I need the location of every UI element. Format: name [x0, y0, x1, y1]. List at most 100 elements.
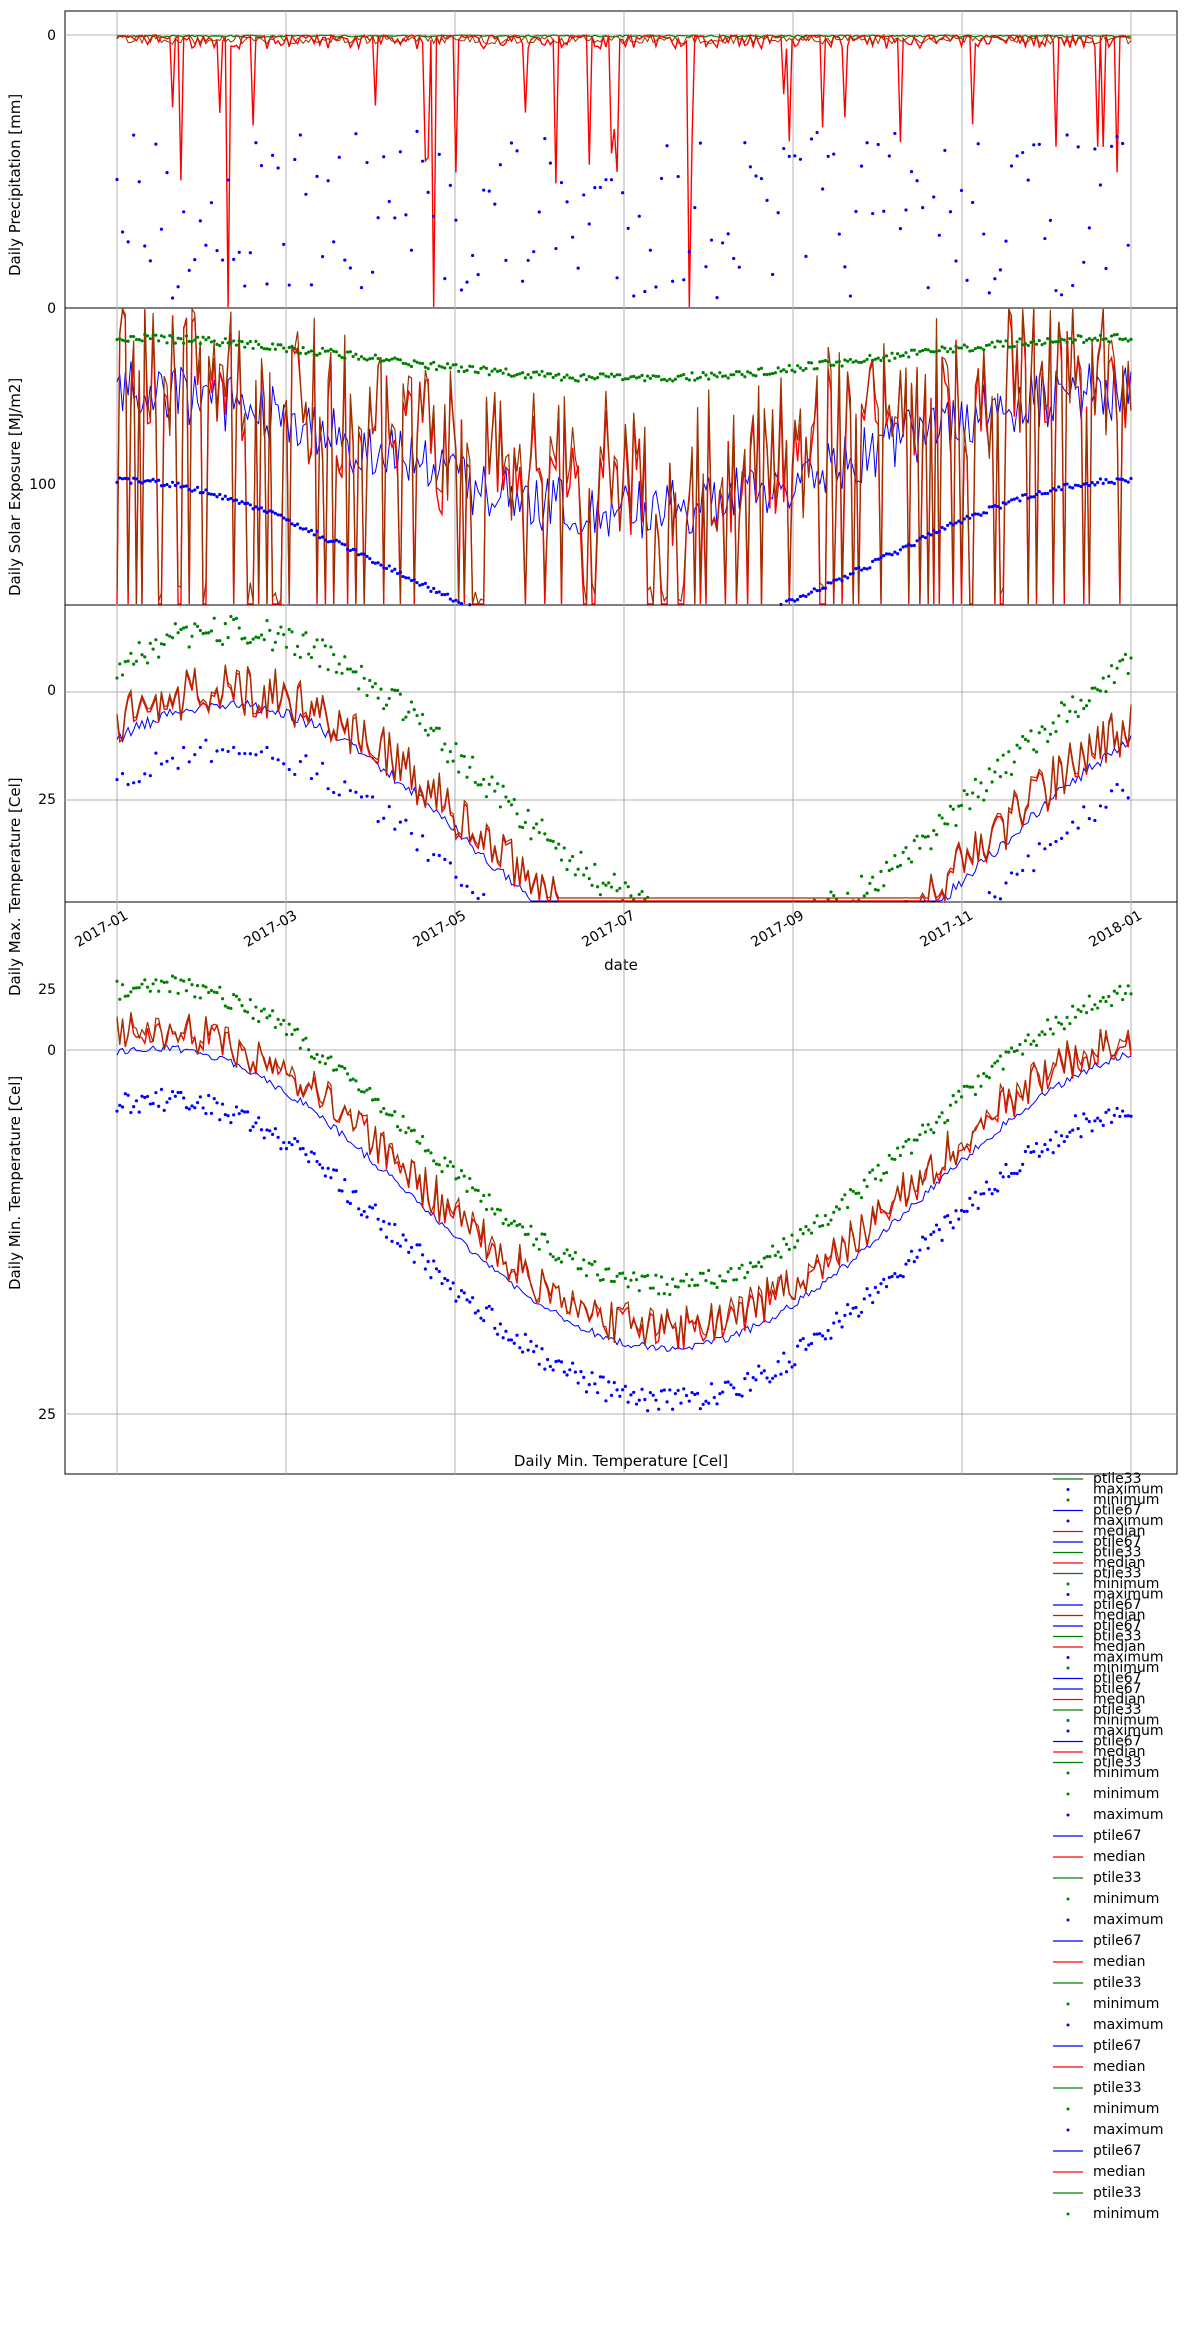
minimum-point — [843, 358, 847, 362]
maximum-point — [959, 188, 964, 193]
maximum-point — [884, 552, 889, 556]
minimum-point — [284, 1032, 289, 1037]
minimum-point — [362, 1090, 366, 1094]
minimum-point — [612, 1279, 616, 1284]
minimum-point — [740, 1263, 744, 1267]
minimum-point — [137, 641, 141, 645]
maximum-point — [876, 142, 880, 147]
maximum-point — [1037, 489, 1041, 494]
maximum-point — [687, 250, 691, 254]
minimum-point — [1079, 698, 1083, 702]
maximum-point — [257, 507, 261, 511]
minimum-point — [501, 371, 505, 375]
maximum-point — [604, 178, 608, 182]
minimum-point — [1007, 1050, 1011, 1054]
maximum-point — [921, 1235, 925, 1239]
maximum-point — [998, 897, 1003, 901]
minimum-point — [176, 991, 180, 996]
maximum-point — [971, 1203, 975, 1207]
maximum-point — [226, 178, 230, 182]
minimum-point — [518, 372, 522, 376]
minimum-point — [151, 982, 155, 986]
minimum-point — [573, 1250, 577, 1255]
maximum-point — [568, 1368, 572, 1372]
maximum-point — [301, 1146, 305, 1151]
minimum-point — [298, 1046, 302, 1050]
minimum-point — [354, 352, 358, 356]
maximum-point — [443, 277, 447, 281]
legend-marker-maximum — [1066, 1488, 1070, 1491]
maximum-point — [332, 790, 336, 795]
minimum-point — [1057, 1021, 1061, 1025]
minimum-point — [773, 1253, 778, 1258]
minimum-point — [873, 888, 878, 892]
minimum-point — [601, 1278, 605, 1282]
maximum-point — [893, 1271, 897, 1276]
minimum-point — [332, 349, 336, 353]
maximum-point — [1032, 143, 1036, 147]
minimum-point — [687, 378, 691, 382]
maximum-point — [996, 504, 1000, 509]
panel-4-gridlines — [116, 902, 1132, 1474]
maximum-point — [476, 273, 480, 277]
minimum-point — [862, 894, 866, 898]
minimum-point — [126, 659, 130, 663]
minimum-point — [679, 1279, 683, 1283]
maximum-point — [387, 199, 391, 204]
minimum-point — [132, 986, 136, 990]
maximum-point — [882, 554, 886, 558]
minimum-point — [293, 652, 297, 657]
maximum-point — [415, 129, 419, 133]
minimum-point — [179, 337, 183, 341]
maximum-point — [882, 1277, 886, 1281]
maximum-point — [596, 1391, 600, 1395]
legend-label-ptile67: ptile67 — [1093, 1734, 1142, 1750]
maximum-point — [387, 805, 391, 809]
minimum-point — [1129, 337, 1133, 341]
maximum-point — [326, 540, 330, 544]
maximum-point — [187, 488, 191, 492]
minimum-point — [429, 1151, 433, 1155]
panel-4-ylabel: Daily Min. Temperature [Cel] — [6, 1076, 24, 1290]
maximum-point — [1098, 477, 1103, 481]
maximum-point — [715, 296, 719, 300]
maximum-point — [254, 753, 258, 757]
minimum-point — [762, 372, 766, 377]
minimum-point — [348, 667, 352, 671]
minimum-point — [468, 1176, 472, 1181]
minimum-point — [287, 627, 291, 632]
minimum-point — [304, 631, 308, 635]
minimum-point — [768, 1255, 772, 1259]
minimum-point — [743, 375, 747, 379]
maximum-point — [115, 480, 119, 484]
minimum-point — [693, 378, 697, 382]
maximum-point — [1084, 1117, 1089, 1121]
minimum-point — [390, 687, 394, 692]
minimum-point — [173, 622, 177, 626]
minimum-point — [215, 639, 219, 643]
minimum-point — [398, 358, 402, 362]
maximum-point — [865, 567, 869, 571]
legend-marker-maximum — [1066, 1918, 1070, 1922]
maximum-point — [743, 1377, 747, 1381]
minimum-point — [676, 1285, 680, 1289]
maximum-point — [821, 586, 825, 590]
minimum-point — [1001, 1067, 1005, 1071]
maximum-point — [1121, 477, 1125, 481]
maximum-point — [840, 1325, 844, 1329]
maximum-point — [415, 1243, 419, 1247]
maximum-point — [307, 1160, 311, 1164]
maximum-point — [179, 485, 183, 489]
minimum-point — [623, 881, 627, 885]
minimum-point — [815, 1214, 819, 1218]
minimum-point — [170, 974, 175, 978]
maximum-point — [220, 748, 225, 752]
minimum-point — [837, 1207, 841, 1211]
minimum-point — [223, 622, 227, 626]
maximum-point — [1043, 236, 1047, 241]
minimum-point — [1043, 727, 1047, 731]
minimum-point — [982, 798, 986, 802]
minimum-point — [993, 770, 997, 774]
maximum-point — [159, 1087, 164, 1091]
minimum-point — [1126, 339, 1130, 343]
